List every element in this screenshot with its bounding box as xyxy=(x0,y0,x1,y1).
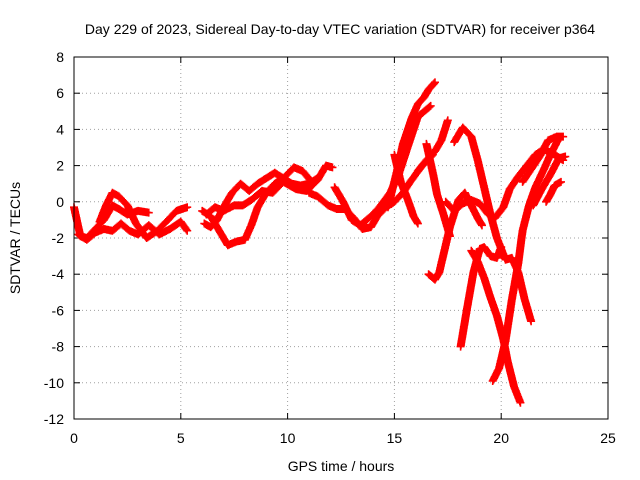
y-tick-label: 6 xyxy=(56,85,64,101)
series-track-19 xyxy=(529,152,570,210)
series-track-6 xyxy=(202,161,337,219)
x-tick-label: 0 xyxy=(70,430,78,446)
x-tick-label: 20 xyxy=(493,430,509,446)
x-tick-label: 10 xyxy=(280,430,296,446)
y-tick-label: -8 xyxy=(52,339,65,355)
series-markers xyxy=(542,177,566,206)
x-axis-label: GPS time / hours xyxy=(288,458,395,474)
series-track-21 xyxy=(542,177,566,206)
data-series xyxy=(70,78,570,407)
y-tick-label: -2 xyxy=(52,230,65,246)
x-tick-label: 5 xyxy=(177,430,185,446)
x-tick-label: 25 xyxy=(600,430,616,446)
y-tick-label: -6 xyxy=(52,302,65,318)
y-axis-ticks: -12 -10 -8 -6 -4 -2 0 2 4 6 8 xyxy=(44,49,608,427)
x-tick-label: 15 xyxy=(387,430,403,446)
x-axis-ticks: 0 5 10 15 20 25 xyxy=(70,57,616,446)
series-track-10 xyxy=(390,150,422,228)
grid xyxy=(74,57,608,419)
y-tick-label: -4 xyxy=(52,266,65,282)
series-markers xyxy=(518,132,568,186)
y-axis-label: SDTVAR / TECUs xyxy=(7,182,23,294)
series-markers xyxy=(529,152,570,210)
series-markers xyxy=(95,188,192,242)
chart-title: Day 229 of 2023, Sidereal Day-to-day VTE… xyxy=(85,21,595,37)
y-tick-label: -10 xyxy=(44,375,64,391)
y-tick-label: 2 xyxy=(56,158,64,174)
y-tick-label: -12 xyxy=(44,411,64,427)
series-markers xyxy=(488,134,563,385)
series-track-18 xyxy=(488,134,563,385)
series-track-20 xyxy=(518,132,568,186)
series-track-3 xyxy=(95,188,192,242)
series-markers xyxy=(390,150,422,228)
plot-frame xyxy=(73,56,609,420)
y-tick-label: 4 xyxy=(56,121,64,137)
y-tick-label: 8 xyxy=(56,49,64,65)
y-tick-label: 0 xyxy=(56,194,64,210)
series-markers xyxy=(202,161,337,219)
